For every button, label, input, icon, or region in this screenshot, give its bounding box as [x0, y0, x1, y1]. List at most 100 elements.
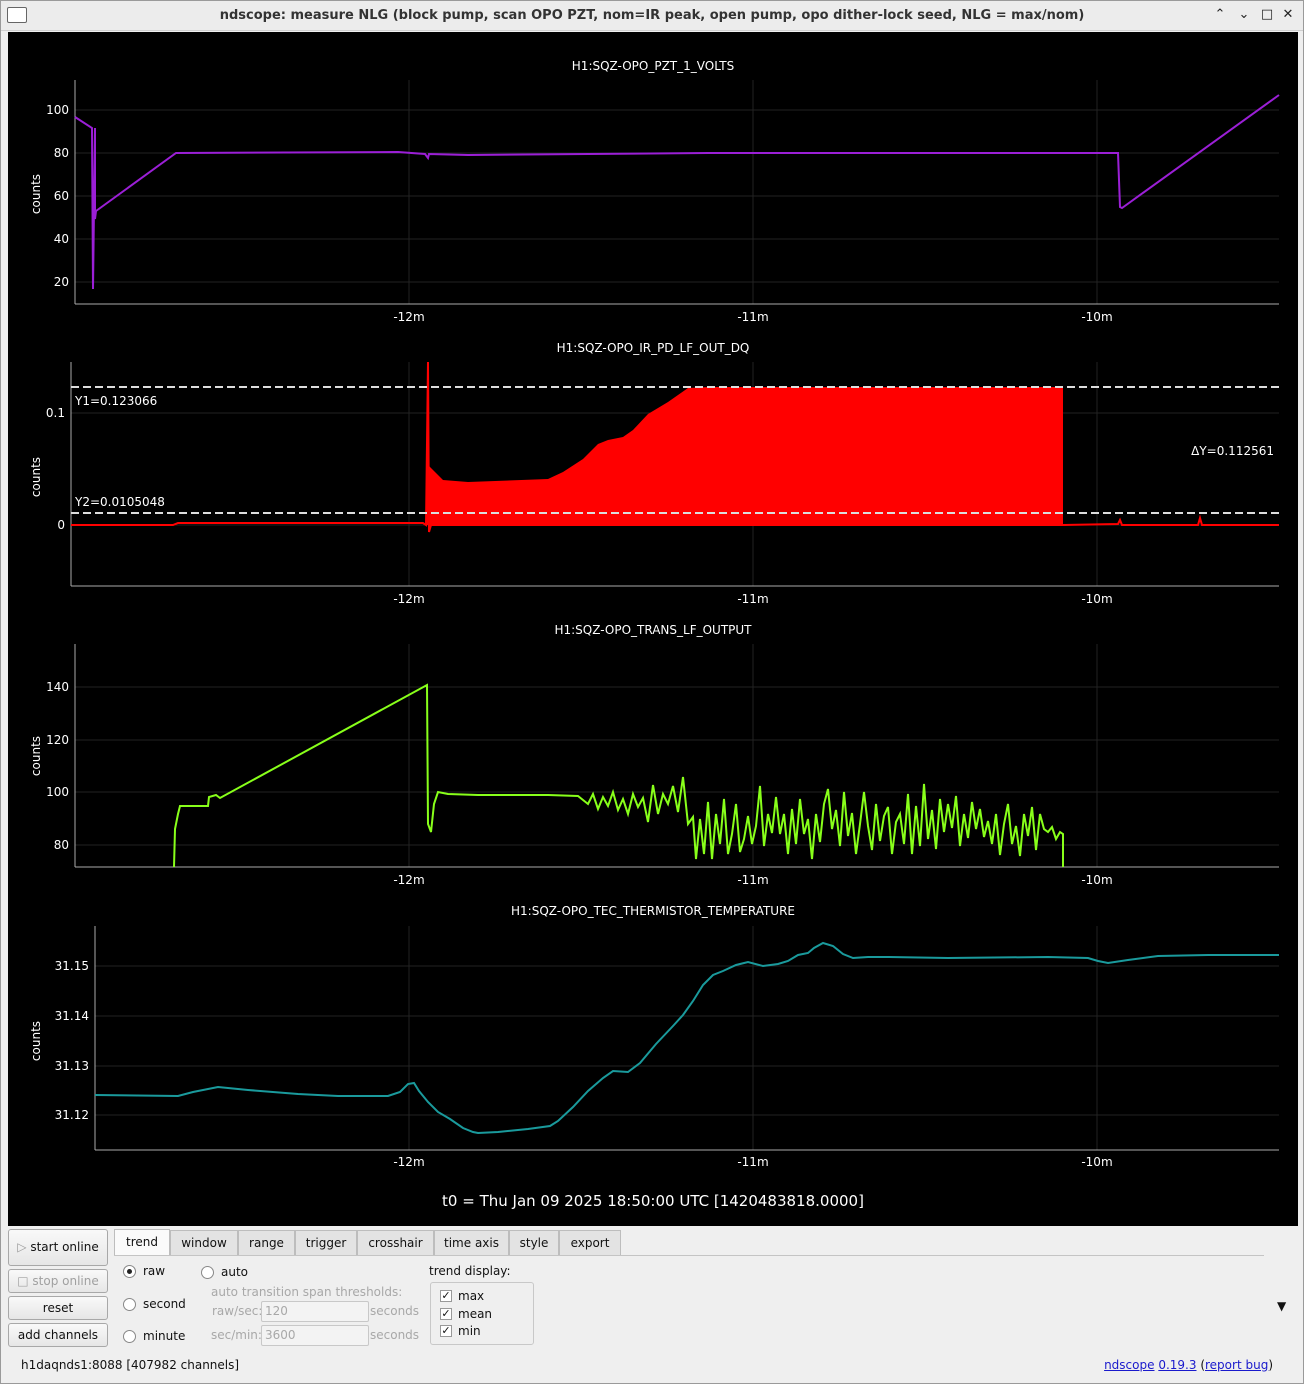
minute-radio-dot — [123, 1330, 136, 1343]
maximize-icon[interactable]: □ — [1260, 7, 1274, 22]
second-radio-label: second — [143, 1297, 186, 1311]
stop-icon: □ — [17, 1274, 33, 1288]
trend-display-group: ✓ max ✓ mean ✓ min — [430, 1282, 534, 1345]
plot4-xtick: -11m — [737, 1155, 768, 1169]
tab-crosshair[interactable]: crosshair — [357, 1230, 434, 1255]
plot4-xtick: -12m — [393, 1155, 424, 1169]
auto-radio-label: auto — [221, 1265, 249, 1279]
plot1-ytick: 100 — [46, 103, 69, 117]
min-checkbox-label: min — [458, 1324, 481, 1338]
plot2-xtick: -12m — [393, 592, 424, 606]
plot3-title: H1:SQZ-OPO_TRANS_LF_OUTPUT — [554, 623, 752, 637]
plot1-ylabel: counts — [29, 174, 43, 214]
sec-min-input[interactable]: 3600 — [261, 1325, 369, 1346]
start-online-button[interactable]: ▷ start online — [8, 1229, 108, 1266]
minute-radio-label: minute — [143, 1329, 186, 1343]
plot3-xtick: -12m — [393, 873, 424, 887]
start-online-label: start online — [30, 1240, 99, 1254]
plot2-ylabel: counts — [29, 457, 43, 497]
plot4-xtick: -10m — [1081, 1155, 1112, 1169]
app-icon — [7, 7, 27, 23]
min-check-icon: ✓ — [440, 1324, 452, 1337]
raw-sec-input[interactable]: 120 — [261, 1301, 369, 1322]
tab-range[interactable]: range — [238, 1230, 295, 1255]
status-bar: h1daqnds1:8088 [407982 channels] — [21, 1358, 240, 1372]
second-radio-dot — [123, 1298, 136, 1311]
plot2-title: H1:SQZ-OPO_IR_PD_LF_OUT_DQ — [556, 341, 750, 355]
plot3-ylabel: counts — [29, 736, 43, 776]
tab-window[interactable]: window — [170, 1230, 238, 1255]
plot4-ytick: 31.14 — [55, 1009, 89, 1023]
mean-check-icon: ✓ — [440, 1307, 452, 1320]
stop-online-label: stop online — [32, 1274, 99, 1288]
plot3-ytick: 140 — [46, 680, 69, 694]
plot2-ytick: 0 — [57, 518, 65, 532]
tab-trigger[interactable]: trigger — [295, 1230, 357, 1255]
plot1-series-line — [74, 94, 1280, 290]
tab-trend[interactable]: trend — [114, 1229, 170, 1256]
plot2-ytick: 0.1 — [46, 406, 65, 420]
ndscope-link[interactable]: ndscope — [1104, 1358, 1155, 1372]
title-bar: ndscope: measure NLG (block pump, scan O… — [1, 1, 1303, 31]
window-collapse-icon[interactable]: ⌃ — [1214, 7, 1226, 22]
plot4-ytick: 31.13 — [55, 1059, 89, 1073]
sec-min-unit: seconds — [370, 1328, 420, 1342]
stop-online-button[interactable]: □ stop online — [8, 1269, 108, 1293]
plot1-xtick: -10m — [1081, 310, 1112, 324]
minimize-icon[interactable]: ⌄ — [1238, 7, 1250, 22]
plot2-series-fill — [426, 387, 1063, 525]
plot-area[interactable]: H1:SQZ-OPO_PZT_1_VOLTS 100 80 60 40 20 -… — [8, 32, 1298, 1226]
plot4-ytick: 31.12 — [55, 1108, 89, 1122]
cursor-delta-label: ΔY=0.112561 — [1191, 444, 1274, 458]
window-title: ndscope: measure NLG (block pump, scan O… — [219, 8, 1085, 23]
raw-radio-label: raw — [143, 1264, 166, 1278]
plot1-xtick: -11m — [737, 310, 768, 324]
plot3-xtick: -10m — [1081, 873, 1112, 887]
tab-export[interactable]: export — [559, 1230, 621, 1255]
mean-checkbox-label: mean — [458, 1307, 493, 1321]
plot3-ytick: 100 — [46, 785, 69, 799]
plot3-series-line — [173, 683, 1064, 868]
max-checkbox-label: max — [458, 1289, 485, 1303]
plot1-ytick: 40 — [54, 232, 69, 246]
plot3-ytick: 120 — [46, 733, 69, 747]
plot1-ytick: 20 — [54, 275, 69, 289]
play-icon: ▷ — [17, 1240, 31, 1254]
add-channels-button[interactable]: add channels — [8, 1323, 108, 1347]
close-icon[interactable]: ✕ — [1282, 7, 1294, 22]
sec-min-label: sec/min: — [211, 1328, 262, 1342]
cursor-y2-label: Y2=0.0105048 — [74, 495, 165, 509]
tab-divider — [114, 1255, 1264, 1256]
auto-radio-dot — [201, 1266, 214, 1279]
thresholds-label: auto transition span thresholds: — [211, 1285, 403, 1299]
tab-style[interactable]: style — [509, 1230, 559, 1255]
plot1[interactable]: 100 80 60 40 20 -12m -11m -10m counts — [8, 32, 1298, 332]
footer-links: ndscope 0.19.3 (report bug) — [1104, 1358, 1273, 1372]
t0-label: t0 = Thu Jan 09 2025 18:50:00 UTC [14204… — [442, 1192, 864, 1210]
expand-arrow-icon[interactable]: ▼ — [1277, 1299, 1287, 1313]
report-bug-link[interactable]: report bug — [1205, 1358, 1269, 1372]
tab-time-axis[interactable]: time axis — [434, 1230, 509, 1255]
plot4-ytick: 31.15 — [55, 959, 89, 973]
plot4-series-line — [94, 941, 1279, 1135]
plot2-xtick: -10m — [1081, 592, 1112, 606]
raw-sec-label: raw/sec: — [212, 1304, 263, 1318]
trend-display-label: trend display: — [429, 1264, 511, 1278]
max-check-icon: ✓ — [440, 1289, 452, 1302]
plot3-xtick: -11m — [737, 873, 768, 887]
version-link[interactable]: 0.19.3 — [1158, 1358, 1197, 1372]
plot1-ytick: 80 — [54, 146, 69, 160]
plot4-title: H1:SQZ-OPO_TEC_THERMISTOR_TEMPERATURE — [511, 904, 795, 918]
plot4[interactable]: 31.15 31.14 31.13 31.12 -12m -11m -10m c… — [8, 896, 1298, 1186]
plot2-xtick: -11m — [737, 592, 768, 606]
plot3[interactable]: 140 120 100 80 -12m -11m -10m counts — [8, 614, 1298, 896]
plot4-ylabel: counts — [29, 1021, 43, 1061]
reset-button[interactable]: reset — [8, 1296, 108, 1320]
raw-sec-unit: seconds — [370, 1304, 420, 1318]
plot3-ytick: 80 — [54, 838, 69, 852]
plot2[interactable]: 0.1 0 -12m -11m -10m counts Y1=0.123066 … — [8, 332, 1298, 614]
plot1-title: H1:SQZ-OPO_PZT_1_VOLTS — [571, 59, 735, 73]
plot2-series-line — [71, 361, 1279, 533]
raw-radio-dot — [123, 1265, 136, 1278]
